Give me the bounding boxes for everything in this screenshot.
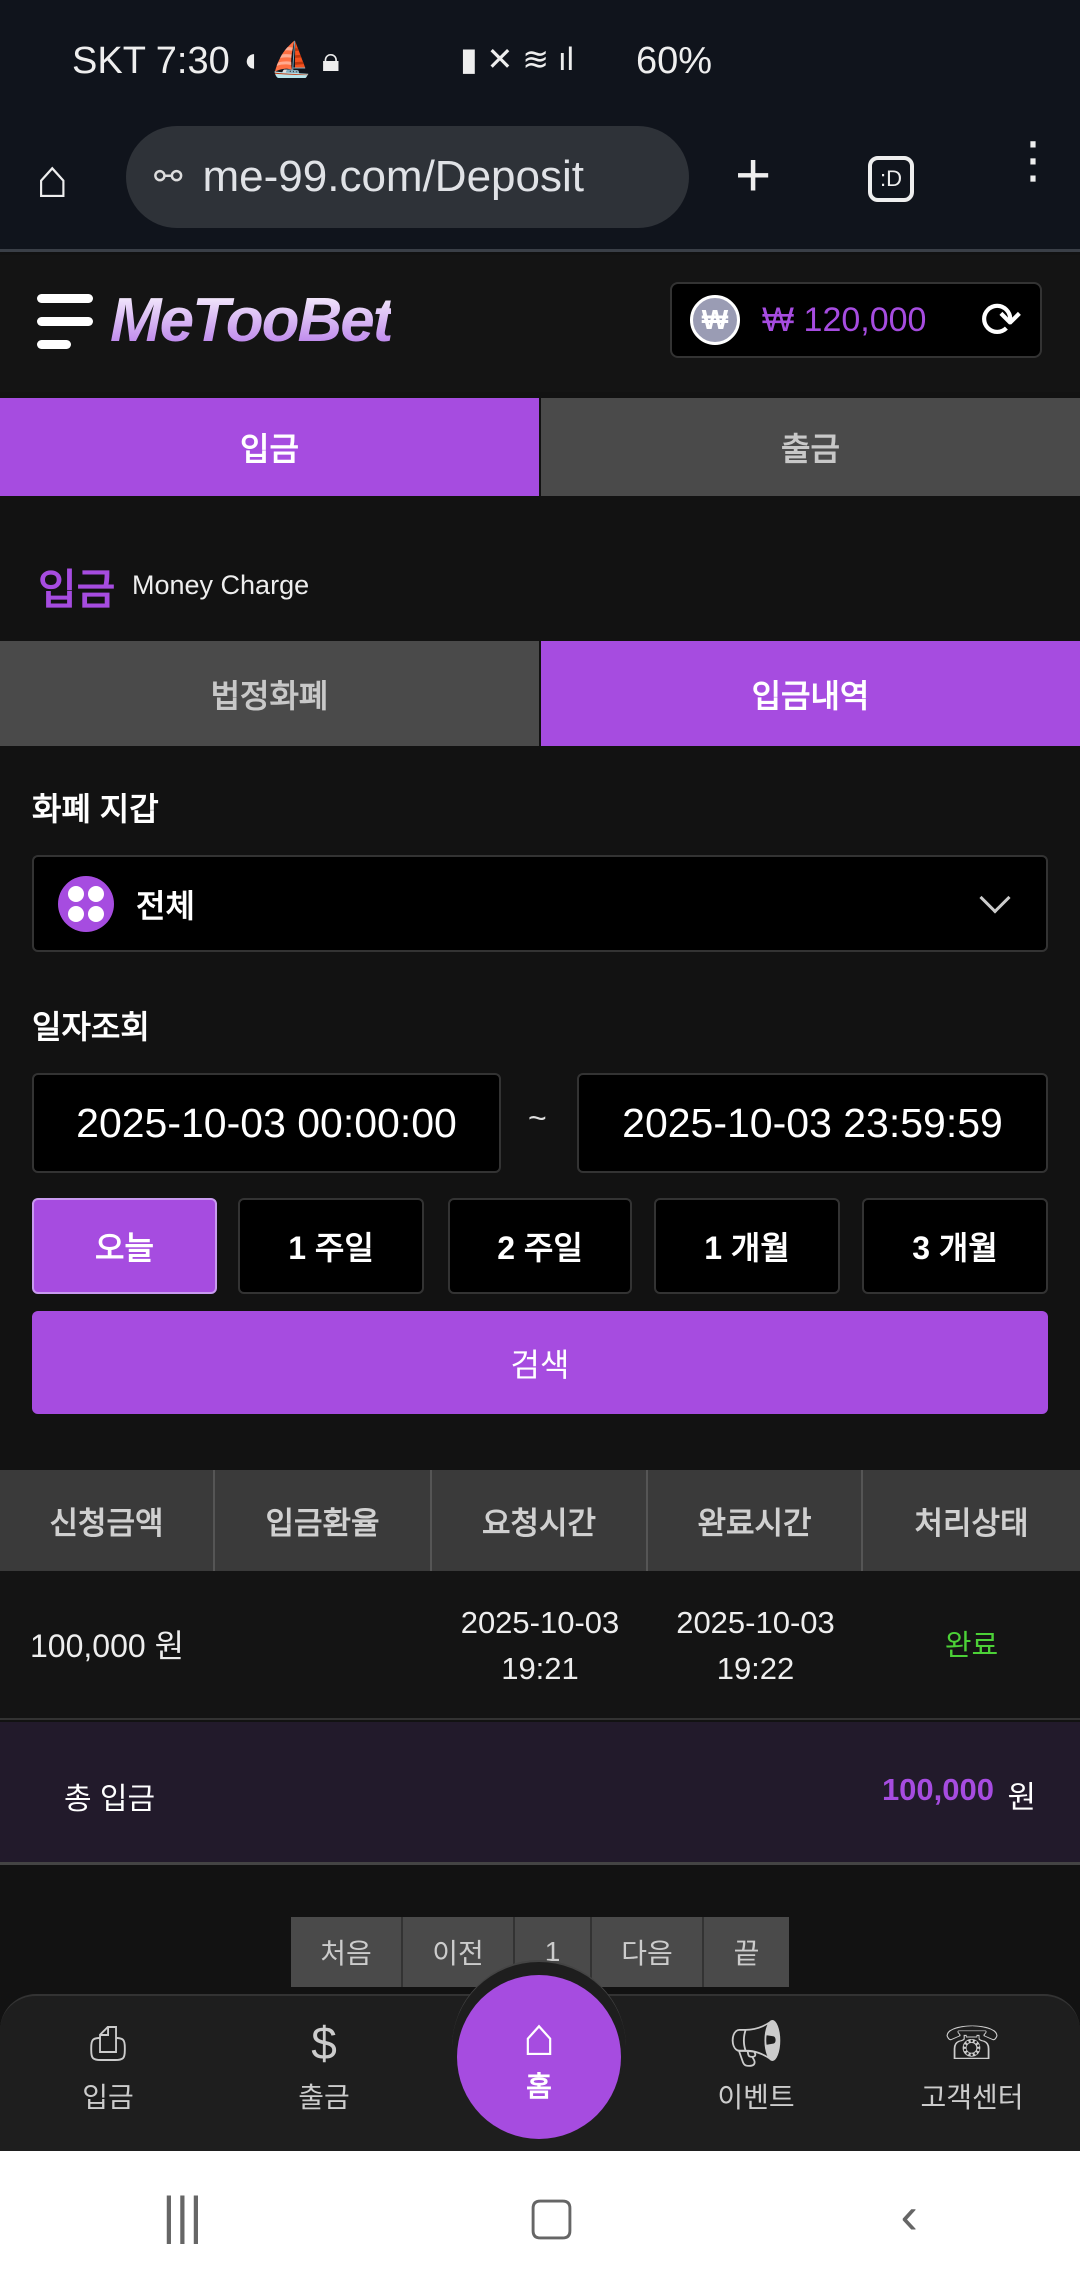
date-to-input[interactable]: 2025-10-03 23:59:59 (577, 1073, 1048, 1173)
all-wallet-icon (58, 875, 114, 932)
battery-level: 60% (636, 40, 713, 82)
status-time: SKT 7:30 (72, 40, 230, 82)
nav-event[interactable]: 📢︎ 이벤트 (681, 2010, 831, 2116)
tab-switcher-button[interactable]: :D (868, 156, 914, 202)
withdraw-icon: $ (311, 2017, 337, 2069)
search-button[interactable]: 검색 (32, 1311, 1048, 1414)
won-coin-icon: ₩ (690, 295, 740, 345)
status-left-icons: ◖ ⛵ 🔒︎ (240, 41, 340, 79)
home-nav-icon: ⌂ (522, 2007, 556, 2067)
hamburger-icon[interactable] (37, 294, 93, 349)
cell-amount: 100,000 원 (30, 1627, 185, 1664)
megaphone-icon: 📢︎ (726, 2017, 786, 2069)
wallet-selected: 전체 (136, 887, 195, 924)
nav-support[interactable]: ☏ 고객센터 (897, 2010, 1047, 2116)
cell-completed: 2025-10-03 19:22 (648, 1571, 863, 1720)
table-row: 100,000 원 2025-10-03 19:21 2025-10-03 19… (0, 1571, 1080, 1720)
period-1month-button[interactable]: 1 개월 (654, 1198, 840, 1294)
column-header-requested: 요청시간 (432, 1470, 648, 1571)
subtab-deposit-history[interactable]: 입금내역 (541, 641, 1080, 746)
column-header-completed: 완료시간 (648, 1470, 863, 1571)
page-last-button[interactable]: 끝 (704, 1917, 789, 1987)
section-subtitle: Money Charge (132, 570, 310, 600)
total-unit: 원 (1007, 1780, 1036, 1815)
chevron-down-icon (979, 881, 1011, 914)
support-24-icon: ☏ (943, 2017, 1001, 2069)
column-header-rate: 입금환율 (215, 1470, 432, 1571)
tab-withdraw[interactable]: 출금 (541, 398, 1080, 496)
site-logo[interactable]: MeTooBet (110, 286, 393, 355)
status-badge: 완료 (944, 1629, 999, 1662)
section-title: 입금 (38, 566, 116, 613)
date-from-input[interactable]: 2025-10-03 00:00:00 (32, 1073, 501, 1173)
url-bar[interactable]: ⚯ me-99.com/Deposit (126, 126, 689, 228)
total-amount: 100,000 (881, 1772, 994, 1807)
period-1week-button[interactable]: 1 주일 (238, 1198, 424, 1294)
refresh-icon[interactable]: ⟳ (980, 292, 1022, 348)
new-tab-icon[interactable]: + (735, 141, 772, 210)
cell-requested: 2025-10-03 19:21 (432, 1571, 648, 1720)
wallet-select[interactable]: 전체 (32, 855, 1048, 952)
subtab-fiat[interactable]: 법정화폐 (0, 641, 539, 746)
tab-deposit[interactable]: 입금 (0, 398, 539, 496)
home-icon[interactable]: ⌂ (36, 149, 69, 209)
total-label: 총 입금 (64, 1783, 156, 1816)
column-header-amount: 신청금액 (0, 1470, 215, 1571)
completed-date: 2025-10-03 (676, 1604, 835, 1640)
period-3month-button[interactable]: 3 개월 (862, 1198, 1048, 1294)
period-today-button[interactable]: 오늘 (32, 1198, 217, 1294)
system-nav-bar: ||| ▢ ‹ (0, 2151, 1080, 2280)
requested-date: 2025-10-03 (460, 1604, 620, 1640)
nav-support-label: 고객센터 (920, 2082, 1024, 2113)
deposit-icon: ⎙ (89, 2017, 127, 2069)
period-2week-button[interactable]: 2 주일 (448, 1198, 632, 1294)
nav-withdraw[interactable]: $ 출금 (249, 2010, 399, 2116)
nav-deposit[interactable]: ⎙ 입금 (33, 2010, 183, 2116)
menu-icon[interactable]: ⋮ (1008, 135, 1058, 185)
url-text[interactable]: me-99.com/Deposit (202, 152, 584, 201)
date-separator: ~ (528, 1100, 547, 1136)
nav-event-label: 이벤트 (717, 2082, 795, 2113)
system-home-icon[interactable]: ▢ (527, 2186, 577, 2245)
column-header-status: 처리상태 (863, 1470, 1080, 1571)
balance-box: ₩ ₩ 120,000 ⟳ (670, 282, 1042, 358)
page-next-button[interactable]: 다음 (592, 1917, 704, 1987)
total-row: 총 입금 100,000 원 (0, 1722, 1080, 1865)
completed-time: 19:22 (716, 1650, 795, 1686)
page-first-button[interactable]: 처음 (291, 1917, 403, 1987)
wallet-label: 화폐 지갑 (32, 791, 159, 827)
nav-deposit-label: 입금 (82, 2082, 134, 2113)
balance-amount: ₩ 120,000 (762, 300, 927, 339)
nav-withdraw-label: 출금 (298, 2082, 350, 2113)
date-filter-label: 일자조회 (32, 1009, 150, 1045)
status-right-icons: ▮ ✕ ≋ ıl (460, 41, 574, 77)
cell-rate (215, 1571, 432, 1720)
nav-home[interactable]: ⌂ 홈 (457, 1975, 621, 2139)
recent-apps-icon[interactable]: ||| (162, 2186, 203, 2245)
site-settings-icon[interactable]: ⚯ (154, 158, 183, 196)
back-icon[interactable]: ‹ (900, 2186, 918, 2245)
nav-home-label: 홈 (526, 2071, 552, 2102)
requested-time: 19:21 (501, 1650, 579, 1686)
